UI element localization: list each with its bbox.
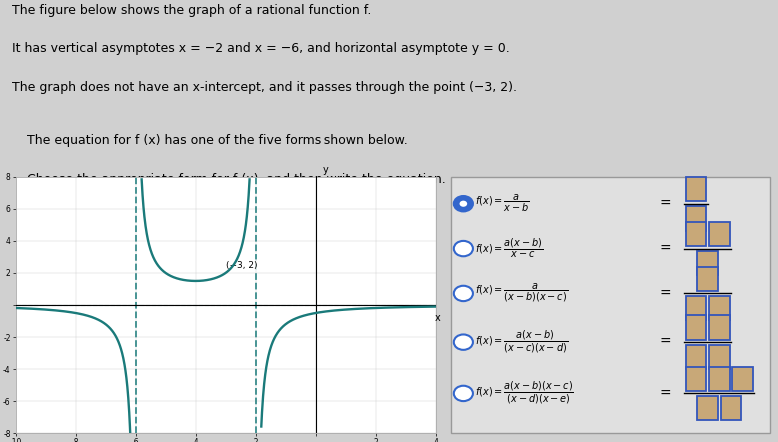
- Text: The equation for f (x) has one of the five forms shown below.: The equation for f (x) has one of the fi…: [27, 134, 408, 147]
- Circle shape: [454, 196, 473, 211]
- FancyBboxPatch shape: [720, 396, 741, 420]
- Text: =: =: [659, 386, 671, 400]
- FancyBboxPatch shape: [709, 315, 730, 339]
- Text: $f(x) = \dfrac{a(x-b)}{(x-c)(x-d)}$: $f(x) = \dfrac{a(x-b)}{(x-c)(x-d)}$: [475, 329, 568, 355]
- Text: y: y: [323, 165, 329, 175]
- Text: $f(x) = \dfrac{a(x-b)}{x-c}$: $f(x) = \dfrac{a(x-b)}{x-c}$: [475, 237, 544, 260]
- FancyBboxPatch shape: [685, 206, 706, 231]
- FancyBboxPatch shape: [685, 177, 706, 201]
- Circle shape: [454, 386, 473, 401]
- Circle shape: [454, 335, 473, 350]
- FancyBboxPatch shape: [685, 296, 706, 320]
- FancyBboxPatch shape: [685, 345, 706, 369]
- Text: The graph does not have an x-intercept, and it passes through the point (−3, 2).: The graph does not have an x-intercept, …: [12, 81, 517, 94]
- FancyBboxPatch shape: [709, 296, 730, 320]
- FancyBboxPatch shape: [685, 222, 706, 246]
- Text: =: =: [659, 242, 671, 255]
- Text: (−3, 2): (−3, 2): [226, 261, 257, 270]
- Text: You can assume that f (x) is in simplest form.: You can assume that f (x) is in simplest…: [27, 212, 310, 225]
- FancyBboxPatch shape: [732, 366, 753, 391]
- FancyBboxPatch shape: [685, 366, 706, 391]
- Text: =: =: [659, 335, 671, 349]
- FancyBboxPatch shape: [709, 366, 730, 391]
- Text: $f(x) = \dfrac{a(x-b)(x-c)}{(x-d)(x-e)}$: $f(x) = \dfrac{a(x-b)(x-c)}{(x-d)(x-e)}$: [475, 381, 574, 407]
- Circle shape: [454, 241, 473, 256]
- FancyBboxPatch shape: [709, 345, 730, 369]
- Text: $f(x) = \dfrac{a}{x-b}$: $f(x) = \dfrac{a}{x-b}$: [475, 193, 530, 214]
- Text: x: x: [434, 313, 440, 323]
- Text: $f(x) = \dfrac{a}{(x-b)(x-c)}$: $f(x) = \dfrac{a}{(x-b)(x-c)}$: [475, 282, 568, 305]
- Text: =: =: [659, 286, 671, 301]
- FancyBboxPatch shape: [697, 267, 718, 291]
- Text: It has vertical asymptotes x = −2 and x = −6, and horizontal asymptote y = 0.: It has vertical asymptotes x = −2 and x …: [12, 42, 510, 55]
- FancyBboxPatch shape: [709, 222, 730, 246]
- Text: =: =: [659, 197, 671, 211]
- FancyBboxPatch shape: [697, 251, 718, 275]
- Text: The figure below shows the graph of a rational function f.: The figure below shows the graph of a ra…: [12, 4, 371, 16]
- Text: Choose the appropriate form for f (x), and then write the equation.: Choose the appropriate form for f (x), a…: [27, 173, 446, 186]
- FancyBboxPatch shape: [697, 396, 718, 420]
- Circle shape: [460, 201, 467, 207]
- FancyBboxPatch shape: [685, 315, 706, 339]
- Circle shape: [454, 286, 473, 301]
